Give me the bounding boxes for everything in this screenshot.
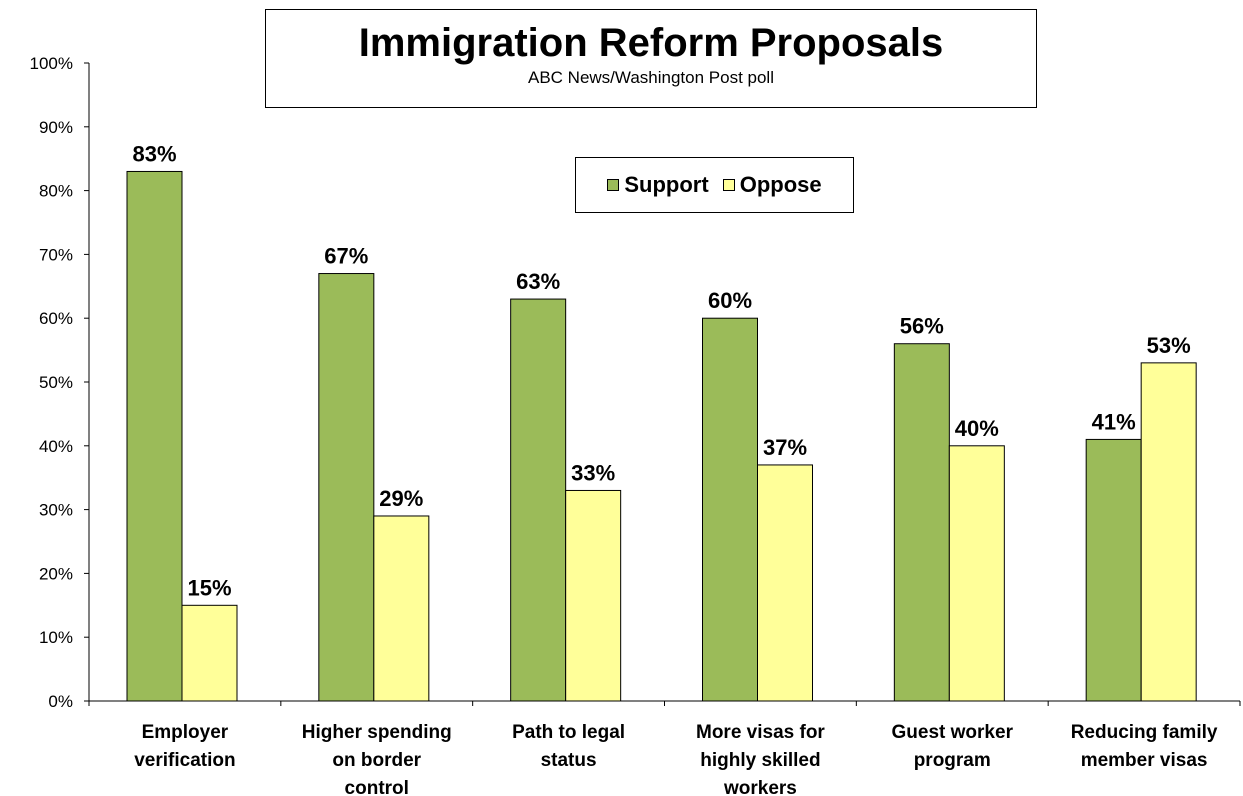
data-label-support-4: 56% (900, 314, 944, 339)
x-category-label: Reducing family member visas (1071, 722, 1218, 771)
legend-label-oppose: Oppose (739, 172, 822, 197)
y-tick-label: 30% (39, 501, 73, 520)
x-axis: Employer verification Higher spending on bo… (88, 700, 1241, 796)
bar-support-3 (702, 317, 758, 702)
bar-support-4 (893, 343, 950, 702)
bar-oppose-1 (373, 515, 430, 702)
y-tick-label: 90% (39, 118, 73, 137)
bar-support-2 (510, 298, 567, 702)
bar-oppose-4 (948, 445, 1005, 702)
x-category-label-line: Higher spending (302, 722, 452, 743)
data-label-support-3: 60% (708, 288, 752, 313)
chart-title: Immigration Reform Proposals (358, 21, 944, 65)
x-category-label-line: member visas (1081, 750, 1208, 771)
legend-swatch-support (607, 179, 620, 191)
y-tick-label: 80% (39, 182, 73, 201)
data-label-oppose-1: 29% (379, 486, 423, 511)
x-category-label: Higher spending on border control (302, 722, 452, 796)
legend-swatch-oppose (722, 179, 735, 191)
legend-item-oppose: Oppose (722, 172, 822, 198)
x-category-label: More visas for highly skilled workers (696, 722, 825, 796)
data-label-oppose-3: 37% (763, 435, 807, 460)
legend: Support Oppose (575, 157, 854, 213)
x-category-label-line: Guest worker (892, 722, 1014, 743)
bar-oppose-5 (1140, 362, 1197, 702)
bar-support-1 (318, 273, 375, 702)
x-category-label: Path to legal status (512, 722, 625, 771)
y-tick-label: 40% (39, 437, 73, 456)
x-category-label-line: control (345, 778, 409, 796)
y-tick-label: 50% (39, 373, 73, 392)
data-label-oppose-0: 15% (187, 575, 231, 600)
legend-item-support: Support (607, 172, 709, 198)
title-box: Immigration Reform Proposals ABC News/Wa… (265, 9, 1037, 108)
x-category-label-line: program (914, 750, 991, 771)
data-label-oppose-5: 53% (1147, 333, 1191, 358)
bar-oppose-2 (565, 489, 622, 702)
bar-support-0 (126, 170, 183, 702)
bar-oppose-3 (757, 464, 813, 702)
y-tick-label: 10% (39, 628, 73, 647)
data-labels: 83% 15% 67% 29% 63% 33% 60% 37% 56% 40% 41% 53% (132, 141, 1190, 600)
y-tick-label: 0% (48, 692, 73, 711)
x-category-label: Employer verification (134, 722, 235, 771)
x-category-label-line: More visas for (696, 722, 825, 743)
bars (126, 170, 1197, 702)
x-category-label-line: Reducing family (1071, 722, 1218, 743)
x-category-label-line: highly skilled (700, 750, 820, 771)
x-category-label-line: workers (723, 778, 797, 796)
y-tick-label: 100% (30, 54, 73, 73)
x-category-label-line: verification (134, 750, 235, 771)
data-label-oppose-2: 33% (571, 460, 615, 485)
bar-oppose-0 (181, 604, 238, 702)
y-axis: 0% 10% 20% 30% 40% 50% 60% 70% 80% 90% 100% (30, 54, 90, 711)
data-label-oppose-4: 40% (955, 416, 999, 441)
bar-support-5 (1085, 438, 1142, 702)
y-tick-label: 70% (39, 245, 73, 264)
legend-label-support: Support (624, 172, 709, 197)
data-label-support-0: 83% (132, 141, 176, 166)
x-category-label-line: status (541, 750, 597, 771)
y-tick-label: 20% (39, 564, 73, 583)
data-label-support-5: 41% (1092, 409, 1136, 434)
x-category-label-line: on border (332, 750, 421, 771)
x-category-label-line: Employer (142, 722, 229, 743)
y-tick-label: 60% (39, 309, 73, 328)
data-label-support-2: 63% (516, 269, 560, 294)
chart-subtitle: ABC News/Washington Post poll (528, 68, 774, 87)
x-category-label-line: Path to legal (512, 722, 625, 743)
x-category-label: Guest worker program (892, 722, 1014, 771)
data-label-support-1: 67% (324, 244, 368, 269)
